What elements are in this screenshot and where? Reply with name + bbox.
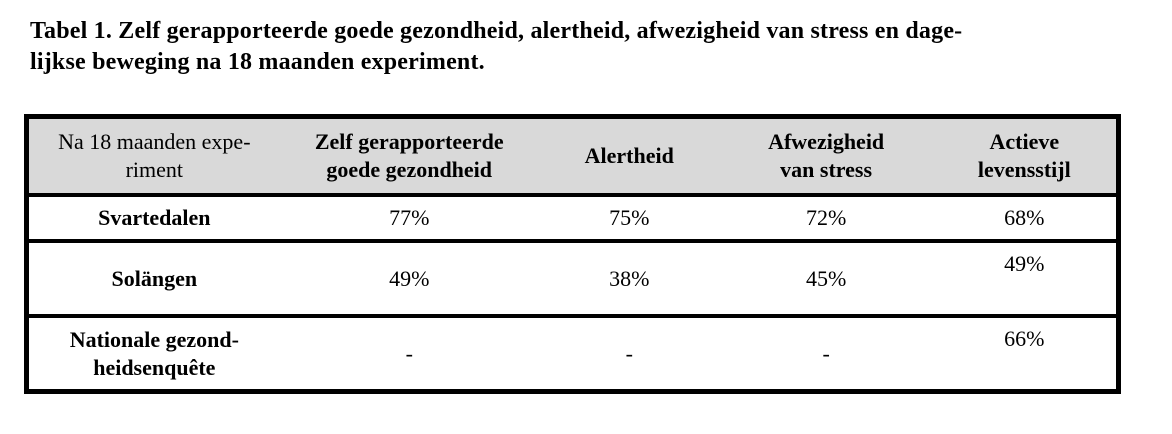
header-row: Na 18 maanden expe- riment Zelf gerappor… — [26, 116, 1119, 197]
cell-solangen-lifestyle: 49% — [932, 239, 1119, 316]
cell-svartedalen-lifestyle: 68% — [1004, 205, 1045, 230]
cell-national-lifestyle: 66% — [932, 314, 1119, 392]
cell-national-alertness: - — [538, 314, 720, 392]
cell-national-stress: - — [719, 314, 933, 392]
row-label-national-survey: Nationale gezond- heidsenquête — [26, 314, 280, 392]
column-header-period: Na 18 maanden expe- riment — [26, 116, 280, 197]
row-label-solangen: Solängen — [26, 239, 280, 316]
column-header-reported-health: Zelf gerapporteerde goede gezondheid — [279, 116, 539, 197]
table-row-solangen: Solängen 49% 38% 45% 49% — [26, 239, 1119, 316]
cell-svartedalen-stress: 72% — [805, 205, 847, 230]
cell-solangen-health: 49% — [279, 239, 539, 316]
row-label-svartedalen: Svartedalen — [98, 205, 211, 230]
cell-svartedalen-health: 77% — [389, 205, 430, 230]
column-header-absence-of-stress: Afwezigheid van stress — [719, 116, 933, 197]
cell-svartedalen-alertness: 75% — [609, 205, 650, 230]
table-row-national-survey: Nationale gezond- heidsenquête - - - 66% — [26, 314, 1119, 392]
health-results-table: Na 18 maanden expe- riment Zelf gerappor… — [24, 114, 1121, 394]
column-header-active-lifestyle: Actieve levensstijl — [932, 116, 1119, 197]
cell-solangen-alertness: 38% — [538, 239, 720, 316]
table-caption: Tabel 1. Zelf gerapporteerde goede gezon… — [30, 18, 963, 75]
column-header-alertness: Alertheid — [538, 116, 720, 197]
cell-solangen-stress: 45% — [719, 239, 933, 316]
table-row-svartedalen: Svartedalen 77% 75% 72% 68% — [27, 195, 1119, 241]
cell-national-health: - — [279, 314, 539, 392]
